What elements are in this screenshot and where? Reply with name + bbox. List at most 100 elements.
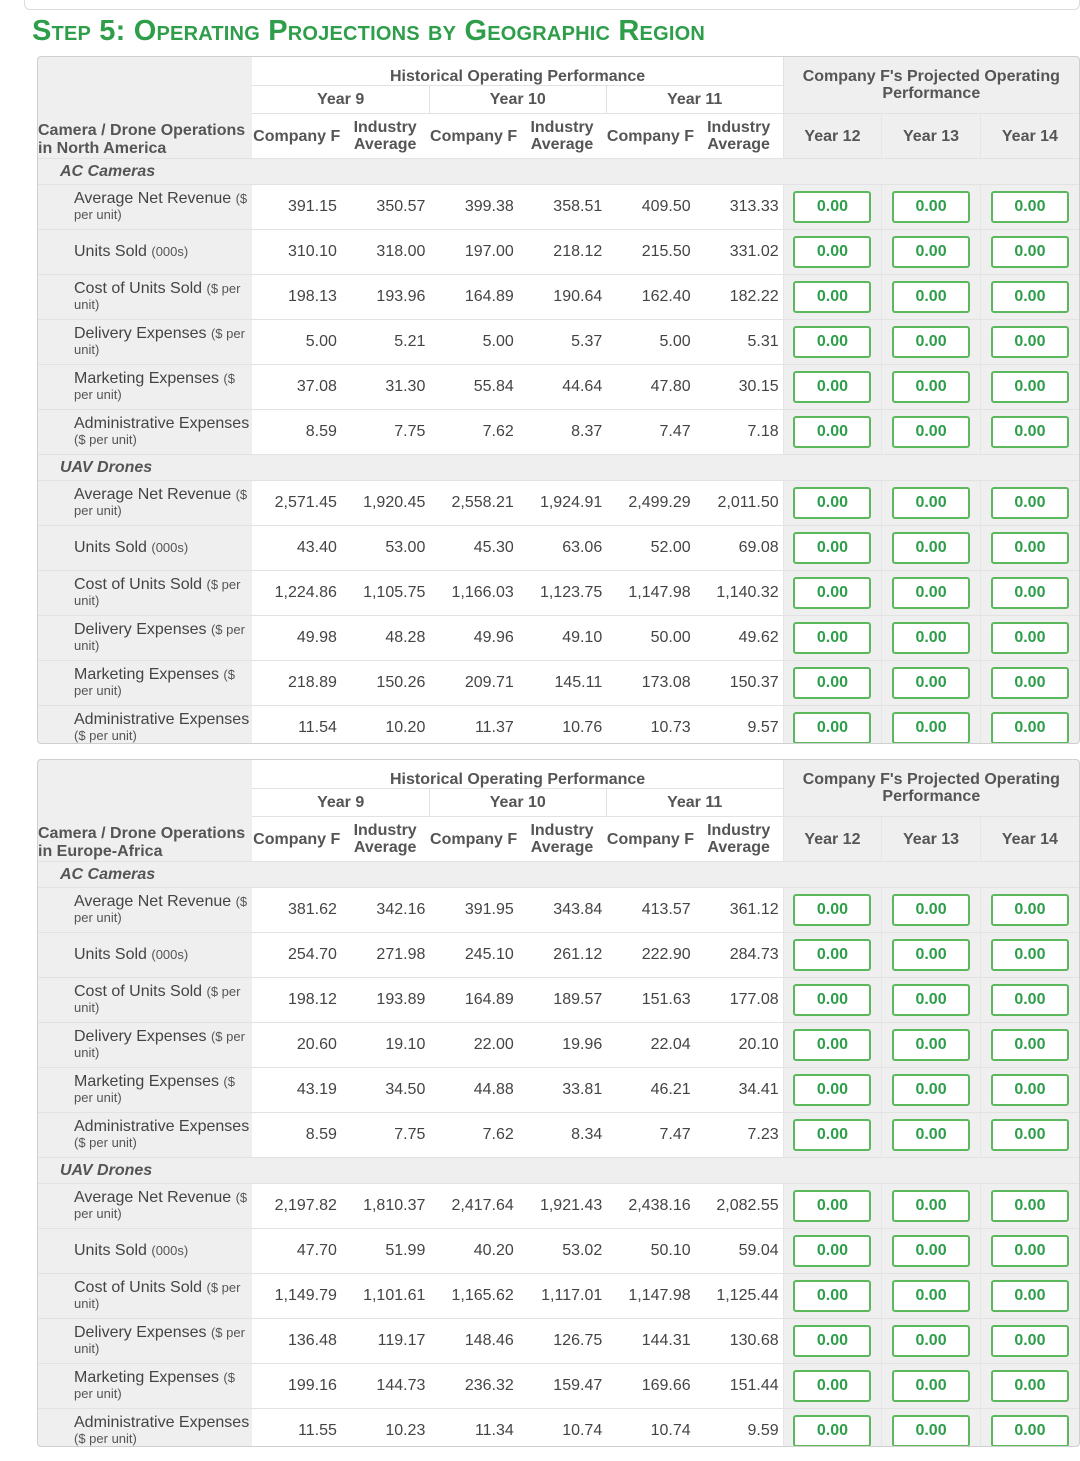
projection-input[interactable]: 0.00 [892,939,971,971]
historical-value: 189.57 [517,977,607,1023]
historical-value: 1,140.32 [694,570,784,616]
projection-input[interactable]: 0.00 [990,1325,1069,1357]
historical-value: 1,105.75 [340,570,430,616]
projection-input[interactable]: 0.00 [892,1415,971,1446]
historical-value: 1,165.62 [429,1273,518,1319]
projection-input[interactable]: 0.00 [793,894,872,926]
projection-cell: 0.00 [881,1022,981,1068]
projection-input[interactable]: 0.00 [892,894,971,926]
projection-input[interactable]: 0.00 [990,667,1069,699]
projection-input[interactable]: 0.00 [990,1415,1069,1446]
projection-input[interactable]: 0.00 [793,487,872,519]
projection-input[interactable]: 0.00 [892,1074,971,1106]
projection-input[interactable]: 0.00 [990,532,1069,564]
projection-input[interactable]: 0.00 [793,1235,872,1267]
projection-input[interactable]: 0.00 [892,1029,971,1061]
projection-input[interactable]: 0.00 [990,1280,1069,1312]
projection-input[interactable]: 0.00 [793,326,872,358]
projection-input[interactable]: 0.00 [793,1029,872,1061]
projection-input[interactable]: 0.00 [892,236,971,268]
metric-label-cell: Average Net Revenue ($ per unit) [38,887,253,933]
projection-input[interactable]: 0.00 [892,1235,971,1267]
projection-input[interactable]: 0.00 [990,416,1069,448]
projection-input[interactable]: 0.00 [990,1074,1069,1106]
proj-year-header: Year 13 [881,816,981,862]
projection-input[interactable]: 0.00 [793,939,872,971]
historical-value: 136.48 [252,1318,341,1364]
projection-input[interactable]: 0.00 [892,371,971,403]
projection-input[interactable]: 0.00 [990,1235,1069,1267]
projection-input[interactable]: 0.00 [793,984,872,1016]
historical-header: Historical Operating Performance [252,57,784,86]
projection-input[interactable]: 0.00 [793,191,872,223]
projection-input[interactable]: 0.00 [892,532,971,564]
projection-input[interactable]: 0.00 [793,1280,872,1312]
metric-label: Marketing Expenses [74,370,219,387]
metric-label-cell: Marketing Expenses ($ per unit) [38,1067,253,1113]
projection-input[interactable]: 0.00 [892,487,971,519]
projection-input[interactable]: 0.00 [990,894,1069,926]
projection-input[interactable]: 0.00 [793,416,872,448]
projection-input[interactable]: 0.00 [990,1370,1069,1402]
historical-value: 182.22 [694,274,784,320]
historical-value: 361.12 [694,887,784,933]
projection-input[interactable]: 0.00 [990,712,1069,743]
projection-input[interactable]: 0.00 [892,281,971,313]
historical-value: 391.95 [429,887,518,933]
projection-input[interactable]: 0.00 [892,1190,971,1222]
projection-input[interactable]: 0.00 [793,1370,872,1402]
projection-input[interactable]: 0.00 [793,532,872,564]
projection-cell: 0.00 [979,932,1079,978]
projection-input[interactable]: 0.00 [990,371,1069,403]
historical-value: 1,920.45 [340,480,430,526]
projection-input[interactable]: 0.00 [892,326,971,358]
projection-input[interactable]: 0.00 [990,191,1069,223]
projection-input[interactable]: 0.00 [990,1029,1069,1061]
projection-input[interactable]: 0.00 [793,577,872,609]
historical-value: 409.50 [606,184,695,230]
projection-input[interactable]: 0.00 [793,622,872,654]
projection-cell: 0.00 [881,660,981,706]
projection-input[interactable]: 0.00 [990,236,1069,268]
projection-input[interactable]: 0.00 [793,1074,872,1106]
projection-input[interactable]: 0.00 [892,1325,971,1357]
projection-input[interactable]: 0.00 [892,1119,971,1151]
projection-cell: 0.00 [782,409,882,455]
category-label: AC Cameras [38,861,1079,888]
historical-value: 49.62 [694,615,784,661]
metric-label: Administrative Expenses [74,1414,250,1431]
projection-input[interactable]: 0.00 [990,326,1069,358]
projection-input[interactable]: 0.00 [990,577,1069,609]
table-row: Average Net Revenue ($ per unit) 391.15 35… [38,184,1079,230]
projection-input[interactable]: 0.00 [892,577,971,609]
projection-input[interactable]: 0.00 [793,371,872,403]
projection-input[interactable]: 0.00 [892,622,971,654]
historical-value: 40.20 [429,1228,518,1274]
projection-input[interactable]: 0.00 [892,712,971,743]
projection-input[interactable]: 0.00 [990,487,1069,519]
projection-input[interactable]: 0.00 [990,1190,1069,1222]
projection-input[interactable]: 0.00 [793,1190,872,1222]
projection-input[interactable]: 0.00 [793,712,872,743]
region-label: Camera / Drone Operations in Europe-Afri… [38,760,253,862]
projection-input[interactable]: 0.00 [990,281,1069,313]
projection-input[interactable]: 0.00 [892,1280,971,1312]
projection-input[interactable]: 0.00 [793,236,872,268]
projection-input[interactable]: 0.00 [793,281,872,313]
projection-input[interactable]: 0.00 [793,667,872,699]
projection-input[interactable]: 0.00 [990,1119,1069,1151]
projection-input[interactable]: 0.00 [793,1415,872,1446]
projection-input[interactable]: 0.00 [793,1119,872,1151]
projection-input[interactable]: 0.00 [892,1370,971,1402]
proj-year-header: Year 14 [979,816,1079,862]
projection-input[interactable]: 0.00 [892,984,971,1016]
projection-cell: 0.00 [979,1228,1079,1274]
projection-input[interactable]: 0.00 [793,1325,872,1357]
projection-input[interactable]: 0.00 [892,667,971,699]
projection-input[interactable]: 0.00 [990,622,1069,654]
projection-input[interactable]: 0.00 [990,939,1069,971]
projection-input[interactable]: 0.00 [892,191,971,223]
metric-unit: (000s) [151,947,189,962]
projection-input[interactable]: 0.00 [892,416,971,448]
projection-input[interactable]: 0.00 [990,984,1069,1016]
